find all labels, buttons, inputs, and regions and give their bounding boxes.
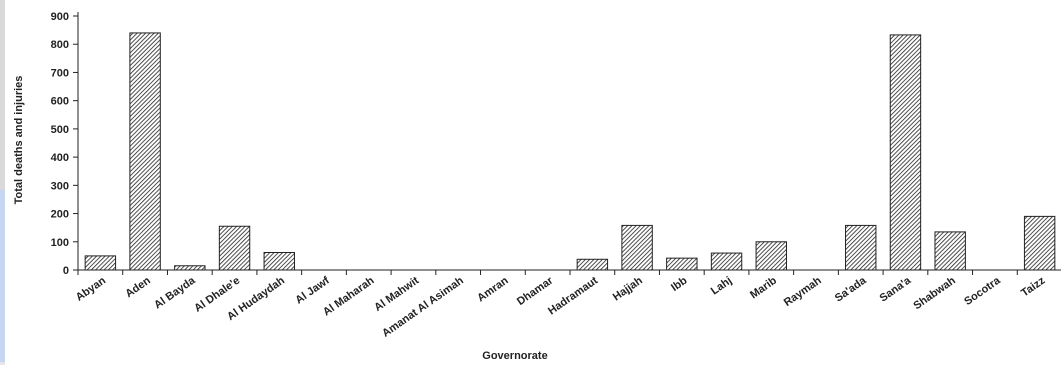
x-tick-label: Abyan [74, 274, 109, 303]
y-tick-label: 400 [51, 152, 69, 164]
x-tick-label: Al Jawf [293, 274, 332, 306]
bar [666, 257, 698, 271]
x-tick-label: Al Bayda [152, 274, 198, 311]
bars-group [84, 32, 1056, 271]
bar [174, 265, 206, 271]
y-tick-label: 500 [51, 124, 69, 136]
bar [934, 231, 966, 271]
y-tick-label: 300 [51, 180, 69, 192]
bar [576, 258, 609, 271]
x-tick-label: Taizz [1019, 274, 1048, 299]
x-tick-label: Socotra [962, 274, 1003, 308]
bar [263, 252, 295, 271]
window-edge-strip [0, 0, 5, 365]
bar [84, 255, 117, 271]
bar [1023, 215, 1056, 271]
x-tick-label: Sa'ada [833, 274, 869, 304]
bar [621, 224, 653, 271]
x-tick-label: Amanat Al Asimah [380, 274, 466, 339]
x-tick-label: Hajjah [611, 274, 645, 303]
x-tick-label: Aden [123, 274, 153, 300]
window-edge-grey [0, 0, 5, 190]
y-tick-label: 900 [51, 11, 69, 23]
x-tick-label: Marib [748, 274, 779, 301]
bar [129, 32, 161, 271]
window-edge-blue [0, 190, 5, 362]
y-tick-label: 700 [51, 67, 69, 79]
bar [755, 241, 787, 271]
bar [710, 252, 743, 271]
x-tick-label: Dhamar [515, 274, 556, 308]
y-tick-label: 100 [51, 237, 69, 249]
bar [889, 34, 922, 271]
y-axis: 0 100 200 300 400 500 600 700 800 900 [51, 11, 79, 277]
x-tick-label: Lahj [709, 275, 734, 298]
bar [218, 225, 251, 271]
y-tick-label: 600 [51, 96, 69, 108]
y-axis-title: Total deaths and injuries [13, 76, 25, 205]
x-tick-label: Raymah [782, 274, 824, 309]
bar [845, 224, 877, 271]
x-tick-label: Shabwah [911, 274, 958, 312]
y-tick-label: 200 [51, 209, 69, 221]
y-tick-label: 800 [51, 39, 69, 51]
x-axis-title: Governorate [482, 350, 547, 362]
x-tick-label: Amran [475, 274, 511, 304]
x-tick-label: Ibb [669, 274, 690, 293]
y-tick-label: 0 [63, 265, 69, 277]
x-tick-label: Sana'a [878, 274, 914, 304]
x-tick-label: Hadramaut [546, 274, 600, 317]
